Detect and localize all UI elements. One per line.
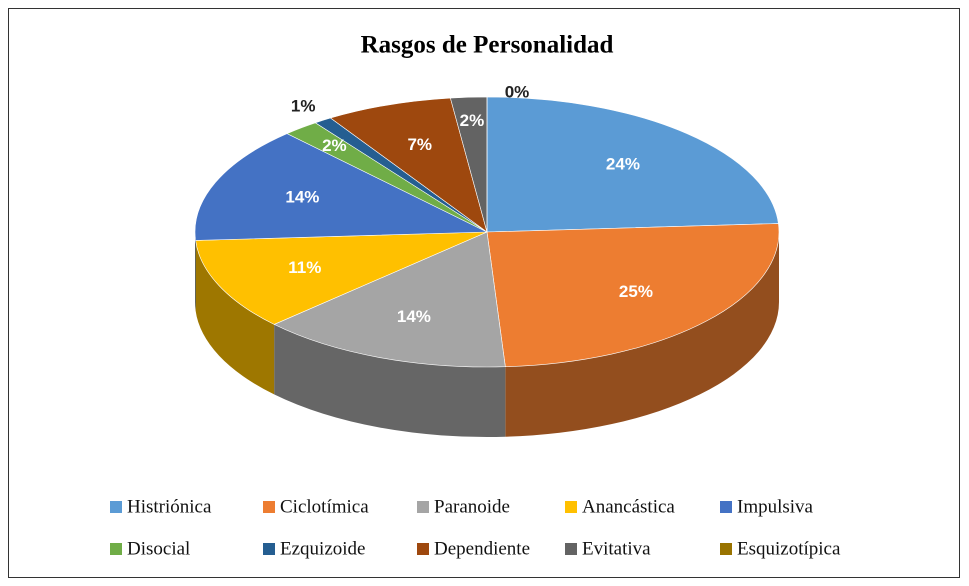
legend-swatch: [417, 543, 429, 555]
legend-label: Disocial: [127, 538, 190, 559]
data-label: 25%: [619, 282, 653, 301]
legend-label: Paranoide: [434, 496, 510, 517]
legend-swatch: [110, 501, 122, 513]
slice: [194, 133, 488, 241]
data-label: 2%: [322, 136, 347, 155]
chart-title: Rasgos de Personalidad: [361, 32, 614, 59]
slice-side: [505, 232, 779, 437]
data-label: 14%: [285, 188, 319, 207]
data-label: 11%: [288, 258, 321, 277]
slice-side: [274, 324, 506, 437]
legend-label: Evitativa: [582, 538, 651, 559]
legend-label: Dependiente: [434, 538, 530, 559]
legend-label: Ezquizoide: [280, 538, 365, 559]
legend-swatch: [720, 543, 732, 555]
legend-label: Anancástica: [582, 496, 675, 517]
pie-tops: [194, 96, 780, 368]
slice: [329, 97, 488, 233]
legend-swatch: [565, 543, 577, 555]
data-labels: 24% 25% 14% 11% 14% 2% 1% 7% 2% 0%: [285, 82, 653, 326]
data-label: 14%: [397, 307, 431, 326]
data-label: 7%: [407, 135, 432, 154]
data-label: 24%: [606, 155, 640, 174]
slice: [486, 96, 779, 233]
data-label: 2%: [460, 111, 485, 130]
legend-label: Histriónica: [127, 496, 212, 517]
pie-sides: [195, 232, 779, 437]
legend-label: Impulsiva: [737, 496, 814, 517]
legend-swatch: [110, 543, 122, 555]
slice: [486, 223, 780, 368]
legend-swatch: [263, 543, 275, 555]
legend-swatch: [417, 501, 429, 513]
data-label: 0%: [505, 82, 530, 101]
legend-label: Esquizotípica: [737, 538, 841, 559]
data-label: 1%: [291, 96, 316, 115]
legend: Histriónica Ciclotímica Paranoide Anancásti…: [110, 496, 841, 559]
legend-swatch: [720, 501, 732, 513]
slice-side: [195, 232, 196, 311]
slice: [273, 231, 506, 368]
legend-label: Ciclotímica: [280, 496, 369, 517]
legend-swatch: [565, 501, 577, 513]
slice-side: [195, 240, 275, 395]
legend-swatch: [263, 501, 275, 513]
slice: [195, 231, 488, 325]
